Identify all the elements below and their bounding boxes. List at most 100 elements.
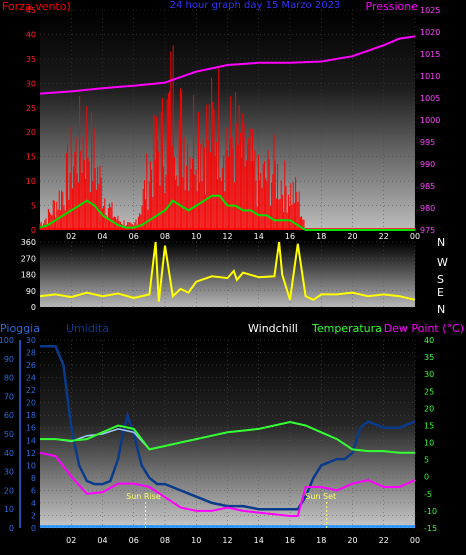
temperature-line xyxy=(40,420,415,454)
bottom-x-tick-label: 22 xyxy=(379,536,389,545)
rain-tick-label: 10 xyxy=(4,505,14,514)
temperature-label: Temperatura xyxy=(311,322,382,335)
rain-tick-label: 40 xyxy=(4,449,14,458)
dewpoint-label: Dew Point (°C) xyxy=(384,322,464,335)
humidity-tick-label: 20 xyxy=(26,399,36,408)
top-x-tick-label: 14 xyxy=(254,232,264,241)
compass-label: S xyxy=(437,273,444,286)
mid-tick-label: 360 xyxy=(21,238,36,247)
top-right-tick-label: 990 xyxy=(420,160,435,169)
wind-direction-line xyxy=(39,241,416,302)
top-x-tick-label: 16 xyxy=(285,232,295,241)
rain-tick-label: 70 xyxy=(4,392,14,401)
rain-label: Pioggia xyxy=(0,322,40,335)
temp-tick-label: 0 xyxy=(424,473,429,482)
top-x-tick-label: 22 xyxy=(379,232,389,241)
humidity-label: Umidita xyxy=(66,322,109,335)
temp-tick-label: 40 xyxy=(424,336,434,345)
compass-label: E xyxy=(437,286,444,299)
pressure-line xyxy=(39,35,416,95)
humidity-tick-label: 2 xyxy=(31,511,36,520)
top-right-tick-label: 1000 xyxy=(420,116,440,125)
temp-tick-label: 35 xyxy=(424,353,434,362)
temp-tick-label: 25 xyxy=(424,387,434,396)
rain-tick-label: 0 xyxy=(9,524,14,533)
compass-label: N xyxy=(437,303,445,316)
humidity-tick-label: 22 xyxy=(26,386,36,395)
bottom-x-tick-label: 02 xyxy=(66,536,76,545)
temp-tick-label: -10 xyxy=(424,507,437,516)
top-left-tick-label: 20 xyxy=(26,128,36,137)
top-x-tick-label: 12 xyxy=(222,232,232,241)
temp-tick-label: 5 xyxy=(424,456,429,465)
top-left-tick-label: 10 xyxy=(26,177,36,186)
rain-tick-label: 30 xyxy=(4,468,14,477)
pressure-label: Pressione xyxy=(366,0,419,13)
sun-set-label: Sun Set xyxy=(305,492,336,501)
rain-tick-label: 90 xyxy=(4,355,14,364)
top-x-tick-label: 08 xyxy=(160,232,170,241)
mid-series xyxy=(39,241,416,302)
mid-tick-label: 90 xyxy=(26,287,36,296)
compass-label: W xyxy=(437,256,448,269)
temp-tick-label: 30 xyxy=(424,370,434,379)
bottom-x-tick-label: 18 xyxy=(316,536,326,545)
humidity-tick-label: 10 xyxy=(26,461,36,470)
top-x-tick-label: 00 xyxy=(410,232,420,241)
wind-avg-line xyxy=(39,194,415,231)
top-left-tick-label: 30 xyxy=(26,79,36,88)
dewpoint-line xyxy=(39,451,416,517)
humidity-tick-label: 26 xyxy=(26,361,36,370)
top-x-tick-label: 06 xyxy=(129,232,139,241)
rain-tick-label: 100 xyxy=(0,336,14,345)
bottom-x-tick-label: 04 xyxy=(97,536,107,545)
rain-tick-label: 50 xyxy=(4,430,14,439)
humidity-tick-label: 24 xyxy=(26,374,36,383)
top-left-tick-label: 25 xyxy=(26,104,36,113)
bottom-x-tick-label: 06 xyxy=(129,536,139,545)
mid-tick-label: 270 xyxy=(21,254,36,263)
top-right-tick-label: 985 xyxy=(420,182,435,191)
humidity-tick-label: 30 xyxy=(26,336,36,345)
humidity-tick-label: 16 xyxy=(26,424,36,433)
bottom-x-tick-label: 20 xyxy=(347,536,357,545)
bottom-x-tick-label: 00 xyxy=(410,536,420,545)
bottom-x-tick-label: 12 xyxy=(222,536,232,545)
humidity-tick-label: 18 xyxy=(26,411,36,420)
humidity-tick-label: 8 xyxy=(31,474,36,483)
compass-label: N xyxy=(437,236,445,249)
top-left-tick-label: 40 xyxy=(26,30,36,39)
top-right-tick-label: 1015 xyxy=(420,50,440,59)
top-left-tick-label: 0 xyxy=(31,226,36,235)
wind-force-label: Forza vento) xyxy=(2,0,71,13)
humidity-line xyxy=(40,345,416,511)
humidity-tick-label: 28 xyxy=(26,349,36,358)
bottom-x-tick-label: 14 xyxy=(254,536,264,545)
temp-tick-label: -5 xyxy=(424,490,432,499)
top-right-tick-label: 975 xyxy=(420,226,435,235)
bottom-x-tick-label: 08 xyxy=(160,536,170,545)
temp-tick-label: 15 xyxy=(424,421,434,430)
rain-tick-label: 20 xyxy=(4,486,14,495)
top-x-tick-label: 10 xyxy=(191,232,201,241)
top-x-tick-label: 18 xyxy=(316,232,326,241)
temp-tick-label: 10 xyxy=(424,439,434,448)
top-x-tick-label: 02 xyxy=(66,232,76,241)
bottom-x-tick-label: 16 xyxy=(285,536,295,545)
bottom-axes: 0102030405060708090100024681012141618202… xyxy=(0,336,437,545)
bottom-series xyxy=(39,345,416,528)
temp-tick-label: 20 xyxy=(424,404,434,413)
top-right-tick-label: 995 xyxy=(420,138,435,147)
bottom-x-tick-label: 10 xyxy=(191,536,201,545)
top-left-tick-label: 5 xyxy=(31,202,36,211)
mid-tick-label: 0 xyxy=(31,303,36,312)
top-right-tick-label: 1005 xyxy=(420,94,440,103)
top-right-tick-label: 1010 xyxy=(420,72,440,81)
top-series xyxy=(39,35,416,231)
top-left-tick-label: 35 xyxy=(26,55,36,64)
mid-tick-label: 180 xyxy=(21,271,36,280)
top-left-tick-label: 45 xyxy=(26,6,36,15)
humidity-tick-label: 12 xyxy=(26,449,36,458)
